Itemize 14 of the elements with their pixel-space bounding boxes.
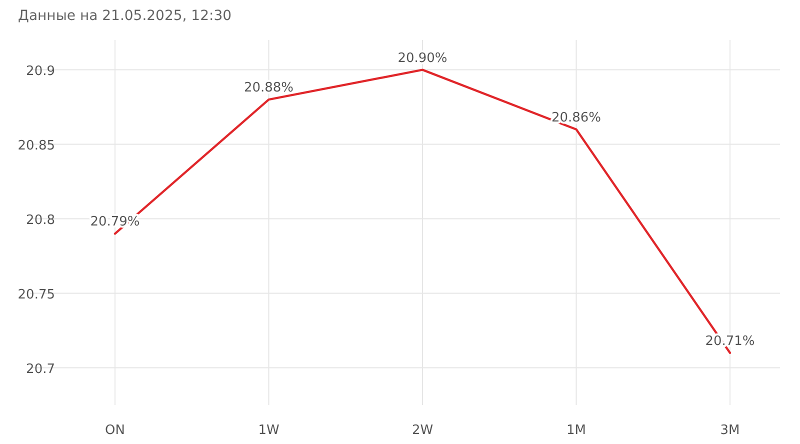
y-tick-label: 20.75	[18, 287, 55, 302]
data-label: 20.86%	[551, 110, 602, 126]
data-label: 20.88%	[244, 80, 294, 96]
y-tick-label: 20.85	[18, 138, 55, 154]
data-label: 20.90%	[398, 50, 448, 66]
chart-title: Данные на 21.05.2025, 12:30	[18, 8, 232, 24]
x-tick-label: 1W	[258, 423, 280, 438]
y-tick-label: 20.8	[26, 212, 55, 228]
y-tick-label: 20.9	[26, 64, 55, 79]
x-tick-label: 1M	[566, 423, 586, 438]
x-tick-label: 3M	[720, 423, 740, 438]
y-tick-label: 20.7	[26, 362, 55, 377]
x-tick-label: ON	[105, 423, 125, 438]
x-tick-label: 2W	[412, 423, 434, 438]
